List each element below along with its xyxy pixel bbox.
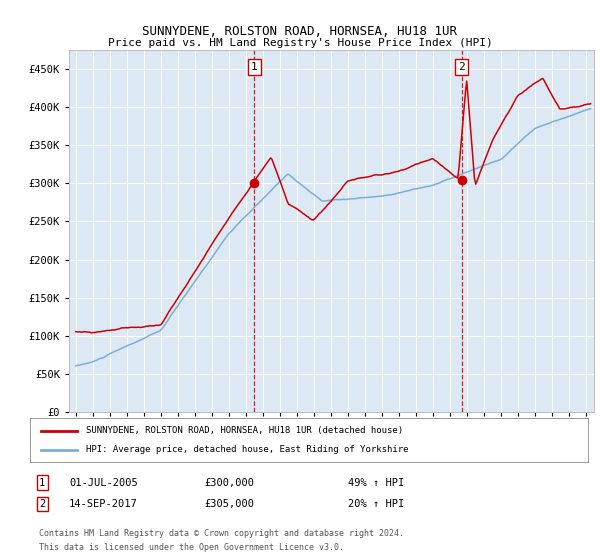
Text: 1: 1: [39, 478, 45, 488]
Text: 2: 2: [39, 499, 45, 509]
Text: 20% ↑ HPI: 20% ↑ HPI: [348, 499, 404, 509]
Text: 2: 2: [458, 62, 465, 72]
Text: Price paid vs. HM Land Registry's House Price Index (HPI): Price paid vs. HM Land Registry's House …: [107, 38, 493, 48]
Text: 49% ↑ HPI: 49% ↑ HPI: [348, 478, 404, 488]
Text: 1: 1: [251, 62, 257, 72]
Text: 14-SEP-2017: 14-SEP-2017: [69, 499, 138, 509]
Text: SUNNYDENE, ROLSTON ROAD, HORNSEA, HU18 1UR (detached house): SUNNYDENE, ROLSTON ROAD, HORNSEA, HU18 1…: [86, 426, 403, 435]
Text: Contains HM Land Registry data © Crown copyright and database right 2024.: Contains HM Land Registry data © Crown c…: [39, 529, 404, 538]
Text: SUNNYDENE, ROLSTON ROAD, HORNSEA, HU18 1UR: SUNNYDENE, ROLSTON ROAD, HORNSEA, HU18 1…: [143, 25, 458, 38]
Text: This data is licensed under the Open Government Licence v3.0.: This data is licensed under the Open Gov…: [39, 543, 344, 552]
Text: £300,000: £300,000: [204, 478, 254, 488]
Text: £305,000: £305,000: [204, 499, 254, 509]
Text: 01-JUL-2005: 01-JUL-2005: [69, 478, 138, 488]
Text: HPI: Average price, detached house, East Riding of Yorkshire: HPI: Average price, detached house, East…: [86, 445, 409, 454]
